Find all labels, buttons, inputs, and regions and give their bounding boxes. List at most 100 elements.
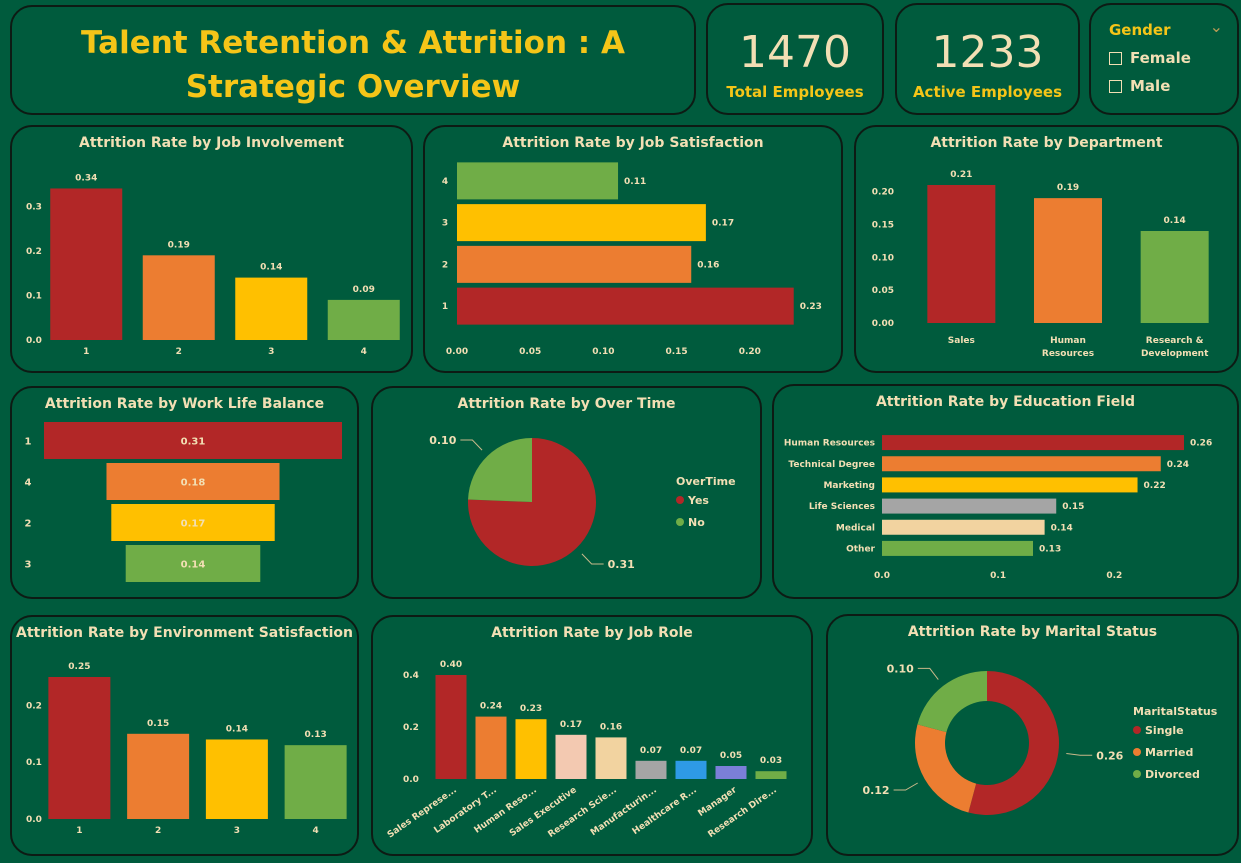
chart-card-marital-status[interactable]: Attrition Rate by Marital Status 0.26 0.1…	[826, 614, 1239, 856]
data-label: 0.19	[1057, 183, 1079, 193]
legend-marker[interactable]	[676, 496, 684, 504]
y-tick-label: 0.4	[403, 671, 419, 681]
data-label: 0.05	[720, 751, 742, 761]
legend-label: Married	[1145, 746, 1193, 759]
slice[interactable]	[968, 671, 1059, 815]
data-label: 0.22	[1144, 481, 1166, 491]
bar[interactable]	[475, 716, 507, 779]
x-tick-label: 2	[176, 347, 182, 357]
bar[interactable]	[457, 245, 692, 283]
legend-title: MaritalStatus	[1133, 705, 1218, 718]
data-label: 0.14	[260, 263, 282, 273]
slicer-title: Gender	[1109, 21, 1171, 39]
legend-marker[interactable]	[1133, 748, 1141, 756]
chart-title: Attrition Rate by Marital Status	[907, 624, 1158, 640]
y-tick-label: 4	[442, 177, 448, 187]
bar[interactable]	[235, 277, 308, 340]
bar[interactable]	[882, 540, 1033, 556]
chart-card-education-field[interactable]: Attrition Rate by Education Field 0.0 0.1…	[772, 384, 1239, 599]
x-tick-label: Research Scie...	[547, 785, 619, 840]
bar[interactable]	[715, 766, 747, 779]
bar[interactable]	[595, 737, 627, 779]
slicer-option-female[interactable]: Female	[1109, 49, 1191, 67]
y-tick-label: 0.05	[872, 286, 894, 296]
y-tick-label: 0.2	[26, 701, 42, 711]
bar[interactable]	[882, 477, 1138, 493]
y-tick-label: 0.0	[26, 336, 42, 346]
active-employees-label: Active Employees	[912, 83, 1063, 101]
bar[interactable]	[327, 299, 400, 340]
slicer-option-label: Female	[1130, 49, 1191, 67]
chart-card-work-life-balance[interactable]: Attrition Rate by Work Life Balance 0.31…	[10, 386, 359, 599]
bar[interactable]	[284, 745, 347, 819]
bar[interactable]	[927, 185, 996, 323]
checkbox-male[interactable]	[1109, 79, 1122, 93]
legend-marker[interactable]	[1133, 770, 1141, 778]
bar[interactable]	[1034, 198, 1102, 323]
funnel-segment[interactable]	[125, 545, 261, 582]
x-tick-label: 0.05	[519, 347, 541, 357]
data-label: 0.07	[640, 746, 662, 756]
bar[interactable]	[50, 188, 123, 340]
data-label: 0.15	[1062, 502, 1084, 512]
bar[interactable]	[127, 733, 190, 819]
x-tick-label: 2	[155, 826, 161, 836]
slice[interactable]	[917, 671, 987, 733]
x-tick-label: Development	[1141, 349, 1209, 359]
bar[interactable]	[882, 456, 1161, 472]
leader-line	[917, 667, 939, 680]
legend-marker[interactable]	[676, 518, 684, 526]
chart-card-department[interactable]: Attrition Rate by Department 0.00 0.05 0.1…	[854, 125, 1239, 373]
x-tick-label: 1	[76, 826, 82, 836]
funnel-segment[interactable]	[111, 504, 275, 541]
legend-marker[interactable]	[1133, 726, 1141, 734]
slice[interactable]	[468, 438, 532, 502]
data-label: 0.18	[181, 478, 206, 489]
chart-card-environment-satisfaction[interactable]: Attrition Rate by Environment Satisfacti…	[10, 615, 359, 856]
chart-card-job-role[interactable]: Attrition Rate by Job Role 0.0 0.2 0.4 0.40…	[371, 615, 813, 856]
chart-title: Attrition Rate by Job Involvement	[79, 135, 344, 151]
bar[interactable]	[755, 771, 787, 779]
chart-card-job-involvement[interactable]: Attrition Rate by Job Involvement 0.0 0.1…	[10, 125, 413, 373]
data-label: 0.17	[560, 720, 582, 730]
bar[interactable]	[882, 435, 1184, 451]
bar[interactable]	[142, 255, 215, 340]
legend-label: Divorced	[1145, 768, 1200, 781]
job-involvement-chart: 0.0 0.1 0.2 0.3 0.34 1 0.19 2 0.14 3 0.09 4	[26, 173, 400, 357]
leader-line	[460, 439, 483, 451]
bar[interactable]	[435, 675, 467, 779]
data-label: 0.26	[1096, 749, 1123, 762]
slice[interactable]	[915, 724, 977, 813]
data-label: 0.17	[712, 219, 734, 229]
bar[interactable]	[882, 519, 1045, 535]
kpi-active-employees[interactable]: 1233 Active Employees	[895, 3, 1080, 115]
y-tick-label: 0.3	[26, 202, 42, 212]
chart-card-over-time[interactable]: Attrition Rate by Over Time 0.31 0.10 Over…	[371, 386, 762, 599]
y-tick-label: Medical	[836, 523, 875, 533]
bar[interactable]	[457, 204, 706, 242]
bar[interactable]	[457, 287, 794, 325]
data-label: 0.24	[1167, 460, 1189, 470]
y-tick-label: 0.2	[26, 247, 42, 257]
kpi-total-employees[interactable]: 1470 Total Employees	[706, 3, 884, 115]
bar[interactable]	[555, 734, 587, 779]
slicer-option-male[interactable]: Male	[1109, 77, 1170, 95]
funnel-segment[interactable]	[44, 422, 342, 459]
bar[interactable]	[675, 760, 707, 779]
bar[interactable]	[515, 719, 547, 779]
chart-card-job-satisfaction[interactable]: Attrition Rate by Job Satisfaction 0.00 0…	[423, 125, 843, 373]
bar[interactable]	[457, 162, 619, 200]
checkbox-female[interactable]	[1109, 51, 1122, 65]
bar[interactable]	[882, 498, 1057, 514]
dashboard-title: Talent Retention & Attrition : A Strateg…	[81, 25, 625, 105]
funnel-segment[interactable]	[106, 463, 280, 500]
bar[interactable]	[1140, 231, 1209, 323]
data-label: 0.16	[600, 722, 622, 732]
data-label: 0.19	[168, 240, 190, 250]
chevron-down-icon[interactable]: ⌄	[1209, 17, 1223, 36]
bar[interactable]	[635, 760, 667, 779]
slicer-option-label: Male	[1130, 77, 1171, 95]
bar[interactable]	[205, 739, 268, 819]
bar[interactable]	[48, 677, 111, 819]
